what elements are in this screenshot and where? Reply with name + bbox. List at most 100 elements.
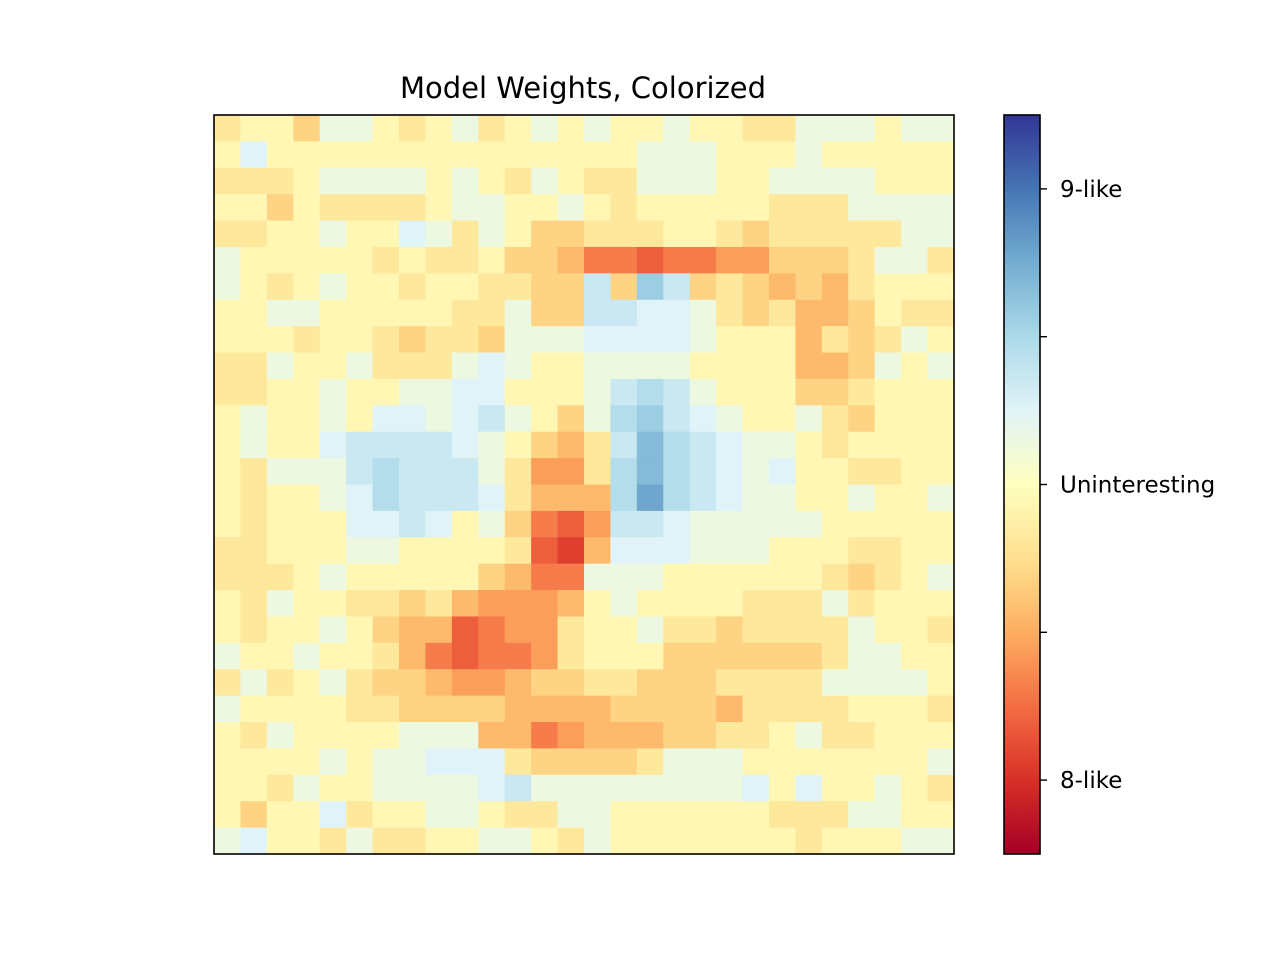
heatmap-cell: [319, 563, 347, 591]
heatmap-cell: [742, 378, 770, 406]
heatmap-cell: [636, 642, 664, 670]
heatmap-cell: [372, 774, 400, 802]
heatmap-cell: [821, 590, 849, 618]
heatmap-cell: [901, 484, 929, 512]
heatmap-cell: [584, 590, 612, 618]
heatmap-cell: [531, 801, 559, 829]
colorbar-tick-label: Uninteresting: [1060, 473, 1215, 499]
heatmap-cell: [663, 563, 691, 591]
heatmap-cell: [874, 246, 902, 274]
heatmap-cell: [425, 458, 453, 486]
heatmap-cell: [769, 299, 797, 327]
heatmap-cell: [399, 299, 427, 327]
heatmap-cell: [769, 642, 797, 670]
heatmap-cell: [504, 326, 532, 354]
heatmap-cell: [848, 642, 876, 670]
heatmap-cell: [478, 616, 506, 644]
heatmap-cell: [372, 458, 400, 486]
heatmap-cell: [240, 669, 268, 697]
heatmap-cell: [584, 431, 612, 459]
heatmap-cell: [319, 484, 347, 512]
heatmap-cell: [531, 220, 559, 248]
heatmap-cell: [821, 642, 849, 670]
heatmap-cell: [557, 748, 585, 776]
heatmap-cell: [293, 115, 321, 142]
heatmap-cell: [742, 774, 770, 802]
heatmap-cell: [821, 405, 849, 433]
heatmap-cell: [663, 405, 691, 433]
heatmap-cell: [927, 352, 955, 380]
heatmap-cell: [372, 642, 400, 670]
heatmap-cell: [610, 352, 638, 380]
heatmap-cell: [451, 194, 479, 222]
heatmap-cell: [372, 827, 400, 855]
heatmap-cell: [240, 115, 268, 142]
heatmap-cell: [769, 616, 797, 644]
heatmap-cell: [451, 801, 479, 829]
heatmap-cell: [927, 774, 955, 802]
heatmap-cell: [504, 642, 532, 670]
heatmap-cell: [240, 695, 268, 723]
heatmap-cell: [874, 722, 902, 750]
heatmap-cell: [716, 563, 744, 591]
heatmap-cell: [451, 431, 479, 459]
heatmap-cell: [557, 299, 585, 327]
heatmap-cell: [557, 827, 585, 855]
heatmap-cell: [531, 405, 559, 433]
heatmap-cell: [663, 299, 691, 327]
heatmap-cell: [214, 563, 242, 591]
heatmap-cell: [240, 431, 268, 459]
heatmap-cell: [901, 537, 929, 565]
heatmap-cell: [821, 801, 849, 829]
heatmap-cell: [504, 563, 532, 591]
heatmap-cell: [346, 405, 374, 433]
heatmap-cell: [663, 326, 691, 354]
heatmap-cell: [716, 748, 744, 776]
heatmap-cell: [636, 378, 664, 406]
heatmap-cell: [399, 194, 427, 222]
heatmap-cell: [636, 458, 664, 486]
heatmap-cell: [451, 405, 479, 433]
heatmap-cell: [636, 246, 664, 274]
heatmap-cell: [874, 352, 902, 380]
heatmap-cell: [821, 220, 849, 248]
heatmap-cell: [293, 246, 321, 274]
heatmap-cell: [504, 431, 532, 459]
heatmap-cell: [266, 378, 294, 406]
heatmap-cell: [821, 115, 849, 142]
heatmap-cell: [663, 246, 691, 274]
heatmap-cell: [848, 273, 876, 301]
heatmap-frame: [213, 114, 955, 855]
heatmap-cell: [848, 194, 876, 222]
heatmap-cell: [531, 642, 559, 670]
heatmap-cell: [584, 801, 612, 829]
heatmap-cell: [451, 378, 479, 406]
heatmap-cell: [504, 141, 532, 169]
heatmap-cell: [874, 590, 902, 618]
heatmap-cell: [214, 695, 242, 723]
heatmap-cell: [531, 748, 559, 776]
colorbar-tick-label: 8-like: [1060, 768, 1122, 794]
heatmap-cell: [821, 510, 849, 538]
heatmap-cell: [663, 378, 691, 406]
heatmap-cell: [663, 537, 691, 565]
heatmap-cell: [346, 801, 374, 829]
heatmap-cell: [266, 590, 294, 618]
heatmap-cell: [425, 220, 453, 248]
heatmap-cell: [795, 642, 823, 670]
heatmap-cell: [557, 801, 585, 829]
heatmap-cell: [399, 642, 427, 670]
heatmap-cell: [927, 115, 955, 142]
heatmap-cell: [266, 458, 294, 486]
heatmap-cell: [874, 194, 902, 222]
heatmap-cell: [742, 642, 770, 670]
heatmap-cell: [742, 115, 770, 142]
heatmap-cell: [425, 167, 453, 195]
heatmap-cell: [425, 722, 453, 750]
heatmap-cell: [663, 722, 691, 750]
heatmap-cell: [716, 141, 744, 169]
heatmap-cell: [821, 774, 849, 802]
heatmap-cell: [584, 194, 612, 222]
heatmap-cell: [504, 246, 532, 274]
heatmap-cell: [769, 115, 797, 142]
